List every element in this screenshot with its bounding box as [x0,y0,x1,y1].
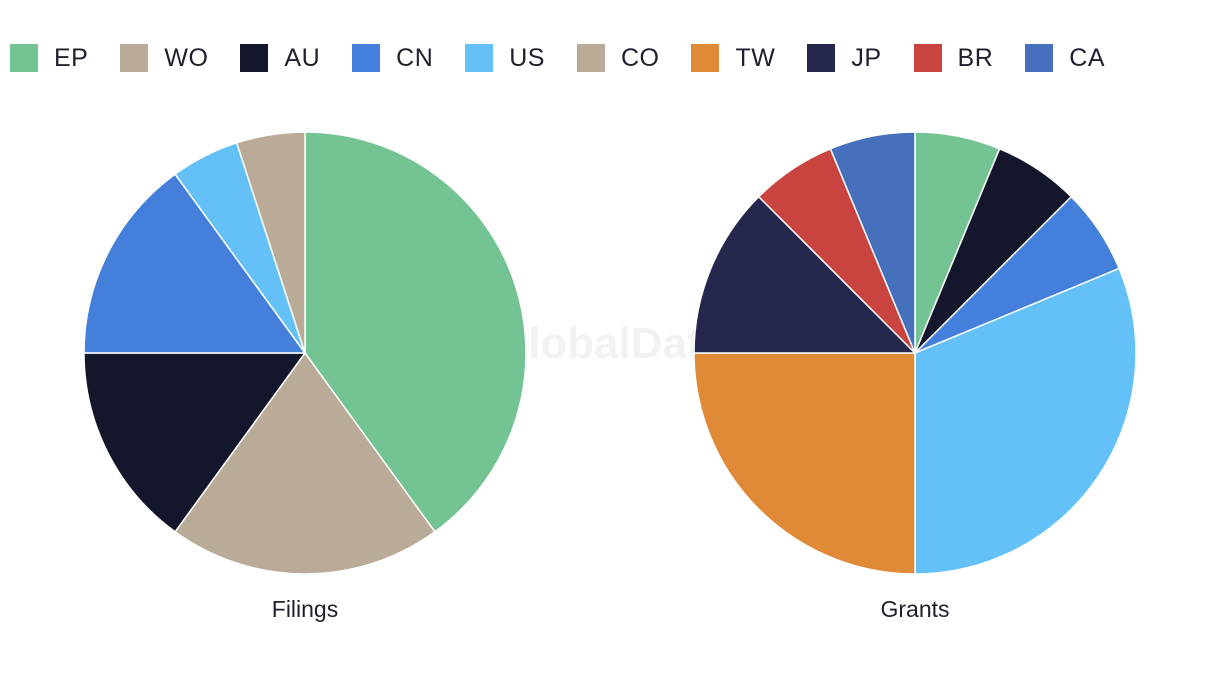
watermark: GlobalData [494,319,727,368]
pie-slice-filings-au [83,352,306,533]
legend-item-ca: CA [1025,38,1105,78]
legend-swatch [576,44,605,72]
legend-label: TW [735,43,776,72]
legend-swatch [352,44,381,72]
legend-label: CA [1069,43,1106,72]
legend-label: AU [284,43,321,72]
legend-item-co: CO [576,38,660,78]
legend-item-ep: EP [10,38,88,78]
pie-title-grants: Grants [880,596,949,622]
legend-label: US [509,43,545,72]
legend-swatch [240,44,269,72]
legend-item-br: BR [913,38,994,78]
legend-swatch [10,44,38,72]
legend-swatch [691,44,720,72]
pie-filings [83,131,527,575]
legend-label: EP [54,43,89,72]
pie-slice-grants-us [914,267,1137,575]
pie-slice-filings-co [235,131,306,354]
legend-label: CO [620,43,660,72]
pie-slice-grants-jp [693,195,916,354]
legend-label: WO [164,43,209,72]
legend-item-jp: JP [807,38,881,78]
legend-label: JP [851,43,882,72]
pie-slice-filings-ep [304,131,527,533]
legend-label: BR [957,43,994,72]
legend-swatch [807,44,836,72]
legend-item-wo: WO [120,38,208,78]
pie-slice-filings-cn [83,173,306,354]
legend-item-us: US [465,38,545,78]
pie-slice-grants-tw [693,352,916,575]
legend-swatch [120,44,149,72]
legend-swatch [465,44,494,72]
legend-item-tw: TW [691,38,775,78]
pie-slice-filings-wo [174,352,436,575]
legend-swatch [1025,44,1054,72]
legend-item-au: AU [240,38,320,78]
legend-swatch [913,44,942,72]
pie-slice-grants-ca [829,131,916,354]
legend-item-cn: CN [352,38,433,78]
legend-label: CN [396,43,434,72]
pie-grants [693,131,1137,575]
chart-legend: EP WO AU CN US CO TW JP BR CA [10,38,1137,78]
pie-title-filings: Filings [272,596,338,622]
